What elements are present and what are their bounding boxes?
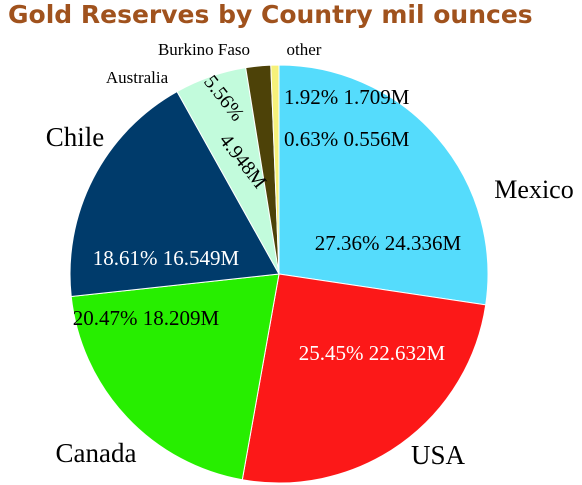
slice-label-other: other	[287, 40, 322, 59]
pie-slice-usa	[241, 273, 487, 484]
slice-label-burkino-faso: Burkino Faso	[158, 40, 250, 59]
slice-data-label-other: 0.63% 0.556M	[284, 127, 410, 151]
pie-slice-mexico	[278, 64, 489, 306]
slice-label-canada: Canada	[56, 438, 137, 468]
slice-label-australia: Australia	[106, 68, 169, 87]
slice-data-label-burkino-faso: 1.92% 1.709M	[284, 85, 410, 109]
pie-slice-canada	[70, 273, 280, 481]
slice-label-usa: USA	[411, 440, 466, 470]
slice-data-label-canada: 20.47% 18.209M	[73, 306, 220, 330]
slice-data-label-mexico: 27.36% 24.336M	[315, 231, 462, 255]
slice-data-label-usa: 25.45% 22.632M	[299, 341, 446, 365]
slice-data-label-chile: 18.61% 16.549M	[93, 246, 240, 270]
slice-label-mexico: Mexico	[494, 175, 573, 204]
pie-slice-other	[270, 64, 280, 275]
pie-slice-chile	[69, 90, 280, 298]
chart-title: Gold Reserves by Country mil ounces	[8, 0, 533, 29]
slice-label-chile: Chile	[46, 122, 105, 152]
